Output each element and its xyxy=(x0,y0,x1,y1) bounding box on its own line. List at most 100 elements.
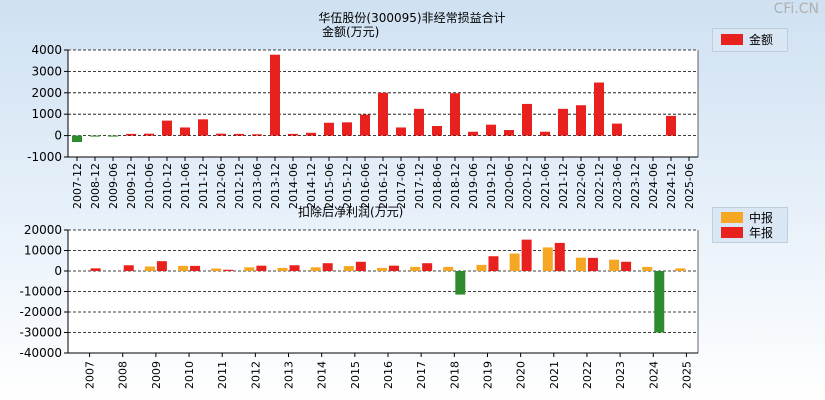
bar-2024-interim xyxy=(642,266,653,271)
bar-2022-12 xyxy=(594,82,604,136)
x-tick-label-1: 2011-12 xyxy=(197,163,210,209)
x-tick-label-2: 2012 xyxy=(249,361,262,389)
y-tick-label: 2000 xyxy=(31,86,62,100)
bar-2019-06 xyxy=(468,131,478,136)
bar-2014-06 xyxy=(288,133,298,136)
legend-swatch-annual xyxy=(721,227,743,238)
bar-2012-interim xyxy=(244,267,255,271)
bar-2022-06 xyxy=(576,105,586,136)
bar-2013-interim xyxy=(277,267,288,271)
bar-2007-annual xyxy=(90,268,101,271)
bar-2020-interim xyxy=(509,253,520,271)
bar-2020-annual xyxy=(521,239,532,271)
x-tick-label-2: 2017 xyxy=(415,361,428,389)
bar-2008-12 xyxy=(90,135,100,137)
bar-2017-annual xyxy=(422,263,433,271)
bar-2014-interim xyxy=(310,267,321,271)
x-tick-label-1: 2018-06 xyxy=(431,163,444,209)
x-tick-label-1: 2014-06 xyxy=(287,163,300,209)
bar-2012-annual xyxy=(256,265,267,271)
x-tick-label-2: 2008 xyxy=(117,361,130,389)
legend-swatch-amount xyxy=(721,34,743,45)
y-tick-label: 1000 xyxy=(31,107,62,121)
y-tick-label: 0 xyxy=(54,264,62,278)
x-tick-label-1: 2007-12 xyxy=(71,163,84,209)
y-tick-label: 0 xyxy=(54,129,62,143)
bar-2019-12 xyxy=(486,124,496,136)
x-tick-label-1: 2019-12 xyxy=(485,163,498,209)
bar-2015-interim xyxy=(343,266,354,271)
bar-2010-annual xyxy=(190,265,201,271)
x-tick-label-1: 2024-12 xyxy=(665,163,678,209)
bar-2019-annual xyxy=(488,256,499,271)
bar-2013-06 xyxy=(252,134,262,136)
y-tick-label: 20000 xyxy=(24,223,62,237)
bar-2009-06 xyxy=(108,135,118,137)
x-tick-label-1: 2022-12 xyxy=(593,163,606,209)
bar-2010-interim xyxy=(178,265,189,271)
bar-2018-06 xyxy=(432,125,442,136)
x-tick-label-1: 2016-06 xyxy=(359,163,372,209)
x-tick-label-1: 2016-12 xyxy=(377,163,390,209)
x-tick-label-1: 2023-06 xyxy=(611,163,624,209)
y-tick-label: 10000 xyxy=(24,244,62,258)
bar-2017-interim xyxy=(410,266,421,271)
legend-item-interim: 中报 xyxy=(721,212,773,224)
bar-2015-annual xyxy=(355,261,366,271)
legend-label-interim: 中报 xyxy=(749,211,774,225)
x-tick-label-2: 2018 xyxy=(448,361,461,389)
bar-2018-12 xyxy=(450,93,460,136)
bar-2017-12 xyxy=(414,108,424,136)
bar-2014-12 xyxy=(306,132,316,136)
bar-2012-12 xyxy=(234,133,244,136)
bottom-legend: 中报 年报 xyxy=(712,207,788,243)
bar-2014-annual xyxy=(322,263,333,271)
y-tick-label: -30000 xyxy=(19,326,62,340)
bar-2009-annual xyxy=(156,261,167,271)
x-tick-label-1: 2018-12 xyxy=(449,163,462,209)
bar-2013-annual xyxy=(289,265,300,271)
x-tick-label-2: 2010 xyxy=(183,361,196,389)
x-tick-label-1: 2008-12 xyxy=(89,163,102,209)
bar-2016-06 xyxy=(360,114,370,136)
bar-2011-interim xyxy=(211,268,222,271)
bar-2020-06 xyxy=(504,130,514,136)
x-tick-label-1: 2015-06 xyxy=(323,163,336,209)
y-axis-label-1: 金额(万元) xyxy=(322,24,379,39)
bar-2011-06 xyxy=(180,127,190,136)
bar-2015-06 xyxy=(324,122,334,136)
y-tick-label: 4000 xyxy=(31,43,62,57)
x-tick-label-1: 2014-12 xyxy=(305,163,318,209)
x-tick-label-1: 2015-12 xyxy=(341,163,354,209)
legend-label-annual: 年报 xyxy=(749,226,774,240)
bar-2018-interim xyxy=(443,266,454,271)
legend-label-amount: 金额 xyxy=(749,33,774,47)
bar-2011-12 xyxy=(198,119,208,136)
bar-2020-12 xyxy=(522,103,532,136)
bar-2019-interim xyxy=(476,264,487,271)
bar-2013-12 xyxy=(270,54,280,136)
x-tick-label-2: 2019 xyxy=(481,361,494,389)
bar-2016-interim xyxy=(377,267,387,271)
x-tick-label-1: 2013-06 xyxy=(251,163,264,209)
bar-2024-annual xyxy=(654,271,665,333)
bar-2017-06 xyxy=(396,127,406,136)
x-tick-label-1: 2009-12 xyxy=(125,163,138,209)
y-tick-label: 3000 xyxy=(31,64,62,78)
x-tick-label-1: 2013-12 xyxy=(269,163,282,209)
bar-2009-12 xyxy=(126,133,136,136)
bar-2021-12 xyxy=(558,108,568,136)
x-tick-label-1: 2010-12 xyxy=(161,163,174,209)
y-tick-label: -40000 xyxy=(19,346,62,360)
bar-2018-annual xyxy=(455,271,466,295)
x-tick-label-2: 2020 xyxy=(515,361,528,389)
bar-2010-12 xyxy=(162,120,172,136)
x-tick-label-2: 2016 xyxy=(382,361,395,389)
x-tick-label-2: 2013 xyxy=(283,361,296,389)
x-tick-label-1: 2021-12 xyxy=(557,163,570,209)
x-tick-label-2: 2014 xyxy=(316,361,329,389)
x-tick-label-2: 2025 xyxy=(680,361,693,389)
y-tick-label: -1000 xyxy=(27,150,62,164)
